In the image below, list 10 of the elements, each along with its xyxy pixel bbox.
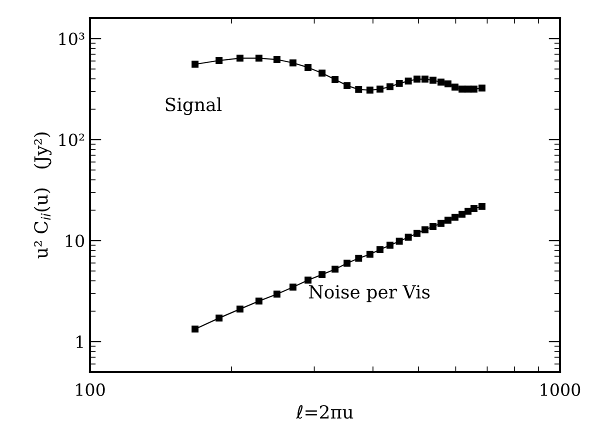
y-tick-label: 10³ xyxy=(59,32,84,46)
series-label: Signal xyxy=(166,97,222,116)
x-tick-label: 1000 xyxy=(540,383,580,396)
series-label: Noise per Vis xyxy=(308,285,430,302)
x-axis-title: ℓ=2πu xyxy=(296,405,354,419)
y-tick-label: 10² xyxy=(59,134,84,146)
y-tick-label: 10 xyxy=(66,234,84,248)
x-tick-label: 100 xyxy=(76,383,105,396)
y-axis-title: u² C$_{ii}$(u) (Jy²) xyxy=(34,132,52,258)
y-tick-label: 1 xyxy=(76,336,83,348)
